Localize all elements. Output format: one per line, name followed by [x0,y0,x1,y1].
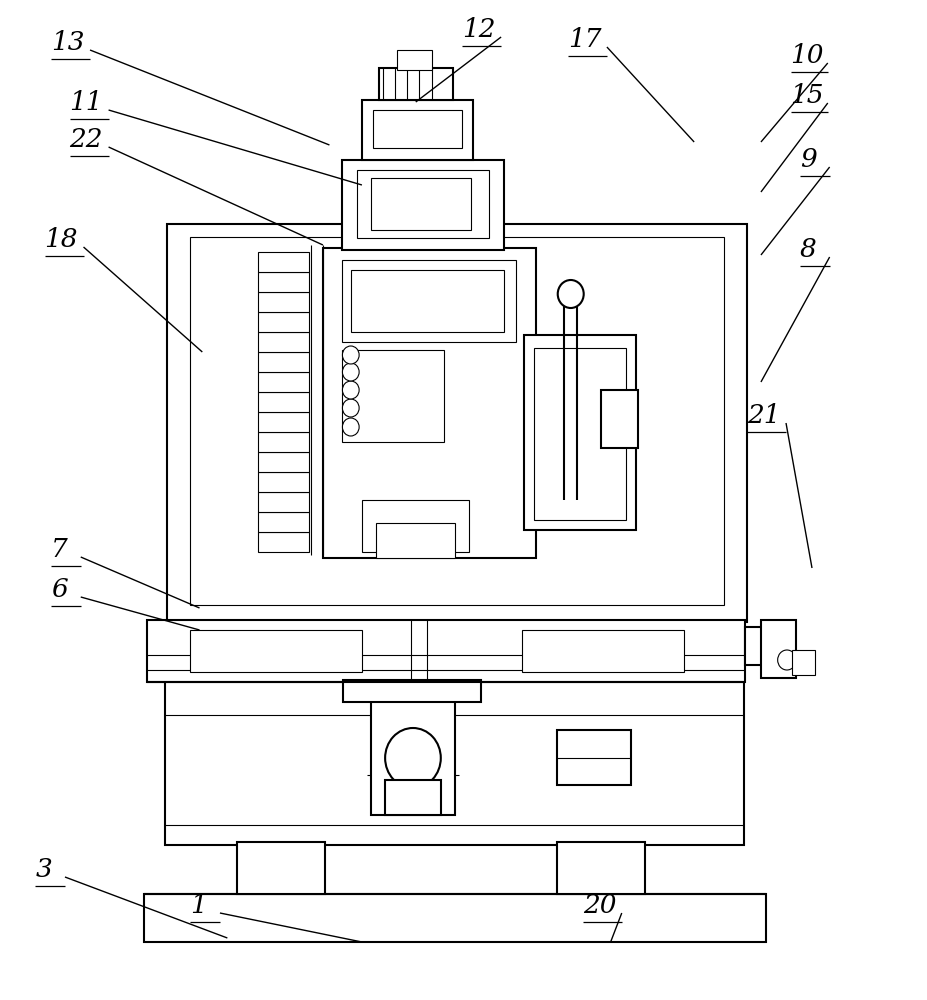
Bar [343,680,480,702]
Text: 10: 10 [790,43,823,68]
Text: 21: 21 [746,403,780,428]
Bar [236,842,324,894]
Bar [371,700,454,815]
Text: 1: 1 [190,893,207,918]
Bar [533,348,626,520]
Circle shape [342,418,359,436]
Bar [167,224,746,622]
Circle shape [342,346,359,364]
Text: 7: 7 [51,537,68,562]
Bar [258,332,309,352]
Bar [341,160,503,250]
Bar [375,523,454,558]
Text: 17: 17 [567,27,601,52]
Bar [385,780,440,815]
Bar [341,260,515,342]
Bar [371,178,471,230]
Bar [258,292,309,312]
Bar [165,680,743,845]
Bar [258,532,309,552]
Bar [258,372,309,392]
Bar [258,412,309,432]
Bar [258,432,309,452]
Circle shape [385,728,440,788]
Bar [258,392,309,412]
Bar [258,512,309,532]
Bar [362,100,473,160]
Bar [146,620,744,682]
Bar [524,335,635,530]
Circle shape [557,280,583,308]
Text: 8: 8 [799,237,816,262]
Bar [521,630,683,672]
Bar [397,50,432,70]
Bar [258,472,309,492]
Text: 13: 13 [51,30,84,55]
Text: 6: 6 [51,577,68,602]
Bar [601,390,638,448]
Bar [350,270,503,332]
Bar [258,352,309,372]
Bar [258,312,309,332]
Bar [362,500,468,552]
Bar [258,452,309,472]
Text: 3: 3 [35,857,52,882]
Bar [323,248,536,558]
Text: 15: 15 [790,83,823,108]
Text: 11: 11 [70,90,103,115]
Bar [190,237,723,605]
Text: 18: 18 [44,227,78,252]
Circle shape [342,363,359,381]
Text: 20: 20 [582,893,616,918]
Bar [144,894,765,942]
Text: 9: 9 [799,147,816,172]
Text: 12: 12 [462,17,495,42]
Bar [258,272,309,292]
Bar [258,492,309,512]
Bar [744,627,789,665]
Circle shape [342,381,359,399]
Bar [556,730,630,785]
Bar [556,842,644,894]
Bar [357,170,489,238]
Text: 22: 22 [70,127,103,152]
Bar [378,68,452,100]
Bar [258,252,309,272]
Bar [760,620,795,678]
Bar [341,350,443,442]
Bar [791,650,814,675]
Circle shape [342,399,359,417]
Circle shape [777,650,795,670]
Bar [373,110,462,148]
Bar [190,630,362,672]
